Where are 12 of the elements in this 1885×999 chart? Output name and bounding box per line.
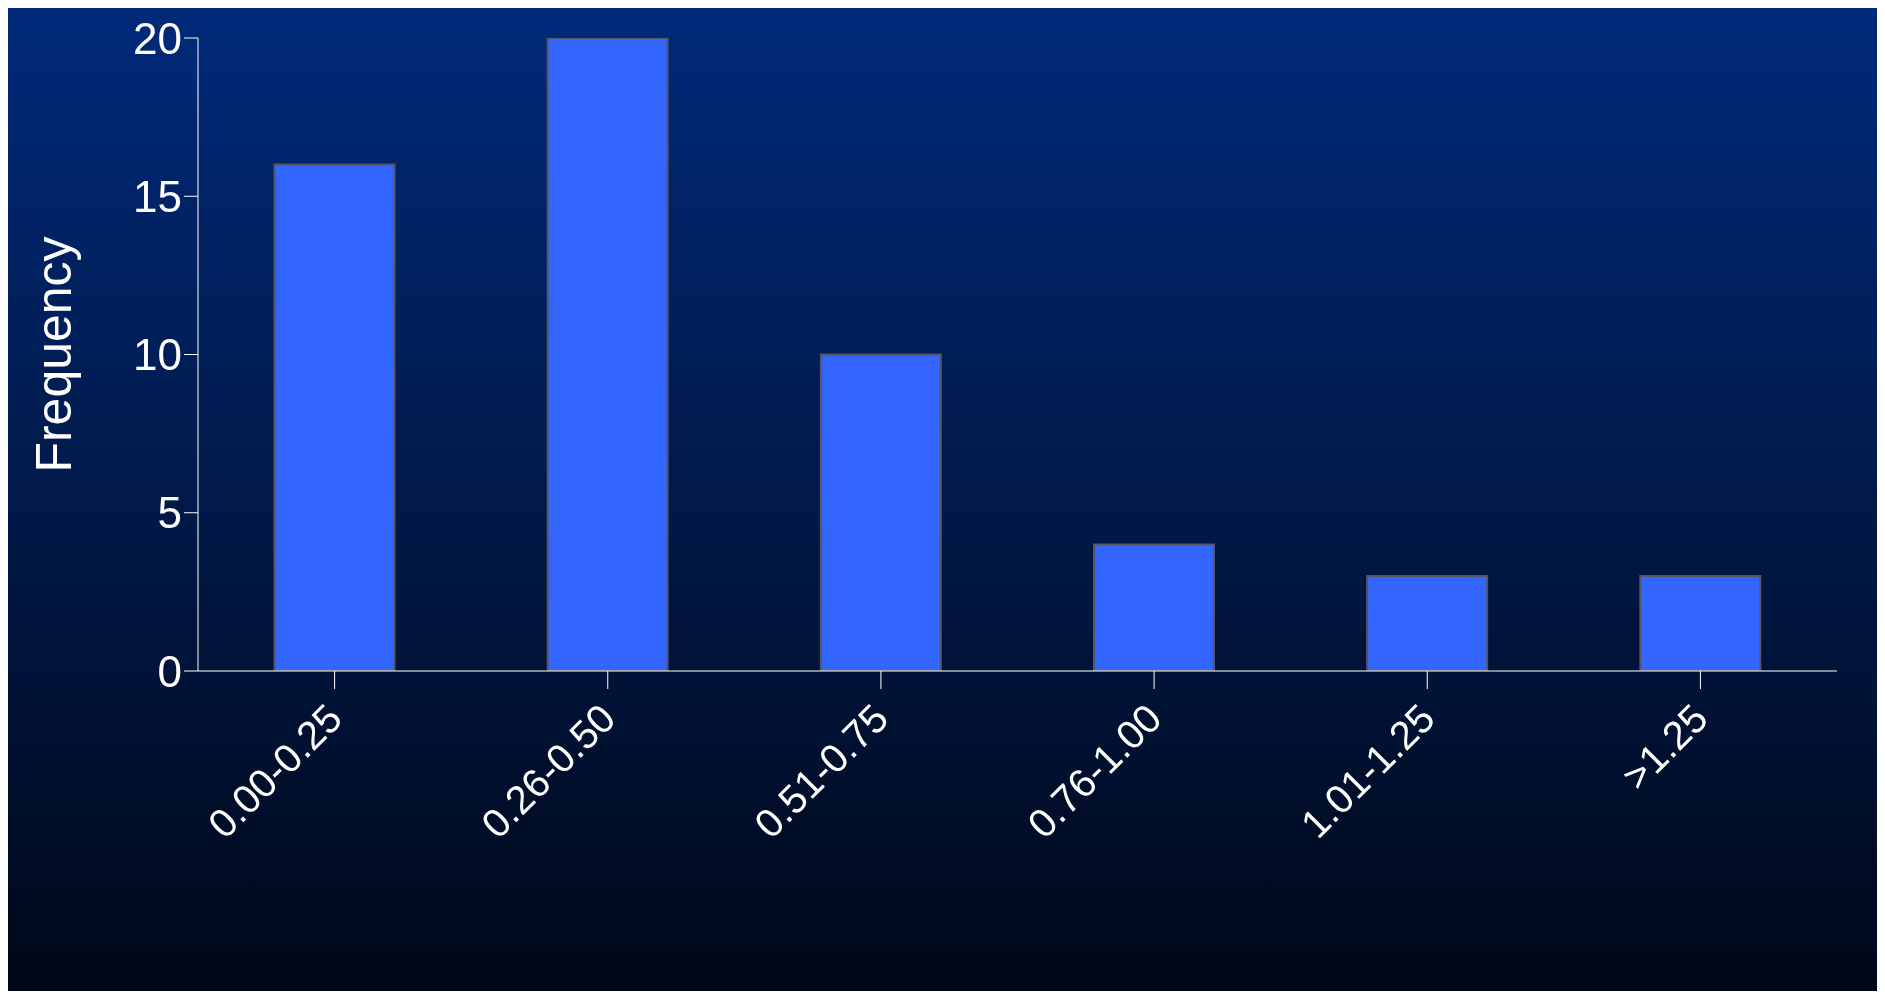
bar	[819, 353, 942, 671]
y-tick-label: 15	[133, 171, 182, 221]
bar	[546, 38, 669, 671]
y-tick-label: 0	[157, 646, 182, 696]
bar	[1366, 575, 1489, 671]
y-axis-title: Frequency	[25, 236, 82, 473]
bar	[1639, 575, 1762, 671]
bar	[273, 163, 396, 671]
y-tick-label: 5	[157, 488, 182, 538]
bar	[1092, 543, 1215, 671]
y-tick-label: 20	[133, 13, 182, 63]
y-tick-label: 10	[133, 330, 182, 380]
